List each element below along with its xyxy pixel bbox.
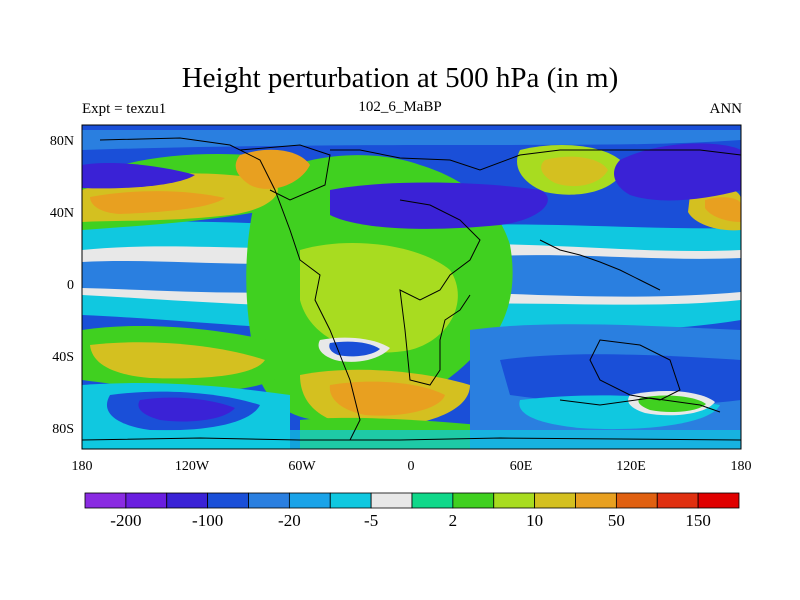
colorbar-swatch <box>697 492 740 509</box>
x-tick-label: 180 <box>72 459 93 474</box>
x-axis: 180 120W 60W 0 60E 120E 180 <box>72 459 752 474</box>
y-tick-label: 80S <box>52 422 74 437</box>
colorbar-swatch <box>411 492 454 509</box>
colorbar-label: 10 <box>526 511 543 530</box>
colorbar-swatch <box>288 492 331 509</box>
colorbar-label: 150 <box>685 511 711 530</box>
colorbar-swatch <box>166 492 209 509</box>
experiment-label: Expt = texzu1 <box>82 101 167 117</box>
colorbar-label: -5 <box>364 511 378 530</box>
y-tick-label: 40N <box>50 206 74 221</box>
colorbar-swatch <box>615 492 658 509</box>
colorbar-swatch <box>207 492 249 509</box>
colorbar: -200 -100 -20 -5 2 10 50 150 <box>84 492 740 530</box>
y-tick-label: 40S <box>52 350 74 365</box>
colorbar-swatch <box>125 492 168 509</box>
y-tick-label: 80N <box>50 134 74 149</box>
x-tick-label: 120W <box>175 459 210 474</box>
colorbar-swatch <box>84 492 127 509</box>
colorbar-swatch <box>329 492 372 509</box>
x-tick-label: 120E <box>616 459 646 474</box>
colorbar-label: -20 <box>278 511 301 530</box>
colorbar-label: -100 <box>192 511 223 530</box>
colorbar-swatch <box>370 492 413 509</box>
x-tick-label: 60E <box>510 459 533 474</box>
colorbar-swatch <box>452 492 495 509</box>
season-label: ANN <box>709 101 743 117</box>
period-label: 102_6_MaBP <box>358 99 442 115</box>
colorbar-swatch <box>656 492 699 509</box>
y-tick-label: 0 <box>67 278 74 293</box>
colorbar-swatch <box>493 492 536 509</box>
colorbar-swatch <box>575 492 617 509</box>
x-tick-label: 180 <box>731 459 752 474</box>
colorbar-label: 2 <box>449 511 458 530</box>
colorbar-swatch <box>534 492 576 509</box>
plot-frame <box>81 124 742 450</box>
colorbar-label: -200 <box>110 511 141 530</box>
y-axis: 80N 40N 0 40S 80S <box>50 134 74 437</box>
contour-field <box>82 125 741 449</box>
colorbar-label: 50 <box>608 511 625 530</box>
x-tick-label: 60W <box>288 459 316 474</box>
x-tick-label: 0 <box>408 459 415 474</box>
colorbar-swatch <box>248 492 290 509</box>
map-title: Height perturbation at 500 hPa (in m) <box>181 62 619 94</box>
coastlines <box>82 137 741 441</box>
